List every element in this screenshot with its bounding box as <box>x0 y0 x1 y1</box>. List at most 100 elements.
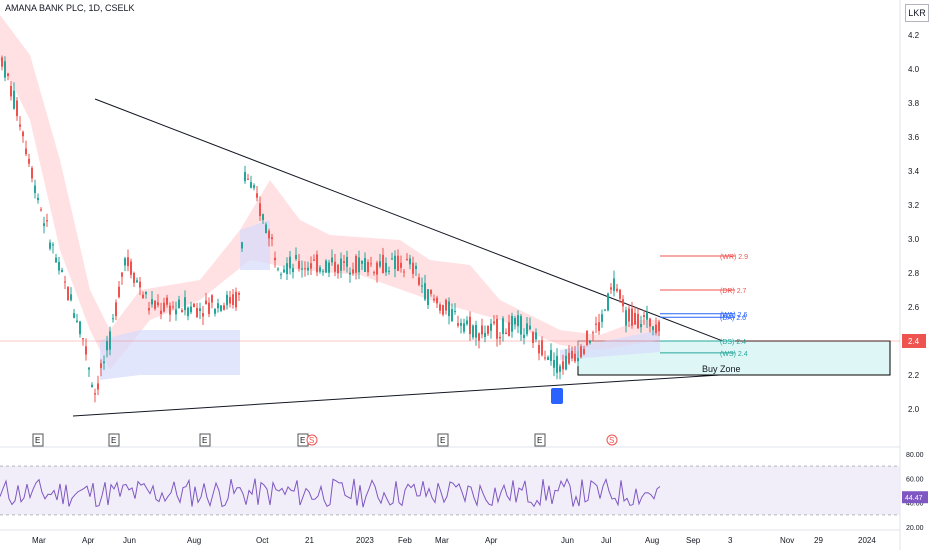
candle-body <box>427 289 429 305</box>
time-tick-label: 3 <box>728 536 733 545</box>
support-band <box>100 220 660 380</box>
marker-label: S <box>309 436 314 445</box>
candle-body <box>604 309 606 311</box>
candle-body <box>181 310 183 313</box>
candle-body <box>217 303 219 309</box>
rsi-value-badge <box>902 491 928 504</box>
candle-body <box>166 297 168 305</box>
candle-body <box>73 313 75 318</box>
candle-body <box>472 325 474 338</box>
marker-label: E <box>300 436 305 445</box>
candle-body <box>505 332 507 335</box>
candle-body <box>97 383 99 390</box>
candle-body <box>19 124 21 127</box>
candle-body <box>4 61 6 78</box>
price-tick-label: 3.8 <box>908 99 920 108</box>
price-tick-label: 3.0 <box>908 235 920 244</box>
candle-body <box>514 318 516 325</box>
candle-body <box>574 353 576 362</box>
candle-body <box>385 262 387 273</box>
last-price-label: 2.4 <box>908 337 920 346</box>
candle-body <box>139 281 141 288</box>
candle-body <box>565 355 567 370</box>
candle-body <box>64 281 66 283</box>
candle-body <box>589 340 591 344</box>
candle-body <box>232 294 234 305</box>
candle-body <box>367 262 369 273</box>
candle-body <box>421 285 423 287</box>
candle-body <box>586 330 588 345</box>
candle-body <box>136 280 138 283</box>
candle-body <box>94 393 96 395</box>
candle-body <box>70 294 72 301</box>
candle-body <box>622 299 624 307</box>
candle-body <box>406 258 408 260</box>
currency-label[interactable]: LKR <box>905 4 929 22</box>
candle-body <box>337 264 339 274</box>
candle-body <box>196 307 198 318</box>
candle-body <box>76 320 78 322</box>
candle-body <box>568 352 570 364</box>
candle-body <box>172 306 174 308</box>
time-tick-label: Mar <box>435 536 449 545</box>
candle-body <box>490 323 492 331</box>
last-price-badge <box>902 334 926 348</box>
buy-zone-label: Buy Zone <box>702 364 741 374</box>
candle-body <box>466 320 468 325</box>
candle-body <box>55 257 57 263</box>
rsi-line <box>0 477 661 508</box>
candle-body <box>271 237 273 240</box>
candle-body <box>310 263 312 269</box>
candle-body <box>193 303 195 308</box>
candle-body <box>526 323 528 335</box>
level-label: (DA) 2.6 <box>720 315 746 322</box>
candle-body <box>7 73 9 76</box>
candle-body <box>52 244 54 246</box>
candle-body <box>235 291 237 308</box>
candle-body <box>121 272 123 277</box>
candle-body <box>58 262 60 271</box>
candle-body <box>451 309 453 322</box>
candle-body <box>244 172 246 182</box>
candle-body <box>607 293 609 311</box>
candle-body <box>103 361 105 364</box>
level-label: (WS) 2.4 <box>720 351 748 358</box>
symbol-title: AMANA BANK PLC, 1D, CSELK <box>5 3 135 13</box>
candle-body <box>502 318 504 334</box>
marker-label: E <box>202 436 207 445</box>
candle-body <box>112 318 114 320</box>
candle-body <box>538 345 540 354</box>
candle-body <box>529 325 531 330</box>
candle-body <box>34 185 36 193</box>
candle-body <box>13 90 15 109</box>
candle-body <box>319 267 321 272</box>
candle-body <box>463 323 465 332</box>
candle-body <box>253 185 255 188</box>
earnings-marker <box>199 433 211 447</box>
candle-body <box>175 309 177 315</box>
candle-body <box>295 254 297 259</box>
candle-body <box>85 346 87 355</box>
rsi-tick-label: 80.00 <box>906 452 924 459</box>
price-tick-label: 2.6 <box>908 303 920 312</box>
candle-body <box>457 323 459 326</box>
candle-body <box>658 321 660 332</box>
candle-body <box>340 258 342 271</box>
candle-body <box>556 355 558 373</box>
candle-body <box>163 302 165 312</box>
candle-body <box>595 323 597 325</box>
price-tick-label: 2.2 <box>908 371 920 380</box>
candle-body <box>289 256 291 269</box>
candle-body <box>256 193 258 198</box>
level-label: (DR) 2.7 <box>720 288 747 295</box>
candle-body <box>580 346 582 358</box>
candle-body <box>397 255 399 271</box>
candle-body <box>475 324 477 338</box>
upper-trendline <box>94 98 799 371</box>
earnings-marker <box>437 433 449 447</box>
candle-body <box>322 271 324 273</box>
candle-body <box>373 272 375 274</box>
candle-body <box>22 131 24 137</box>
